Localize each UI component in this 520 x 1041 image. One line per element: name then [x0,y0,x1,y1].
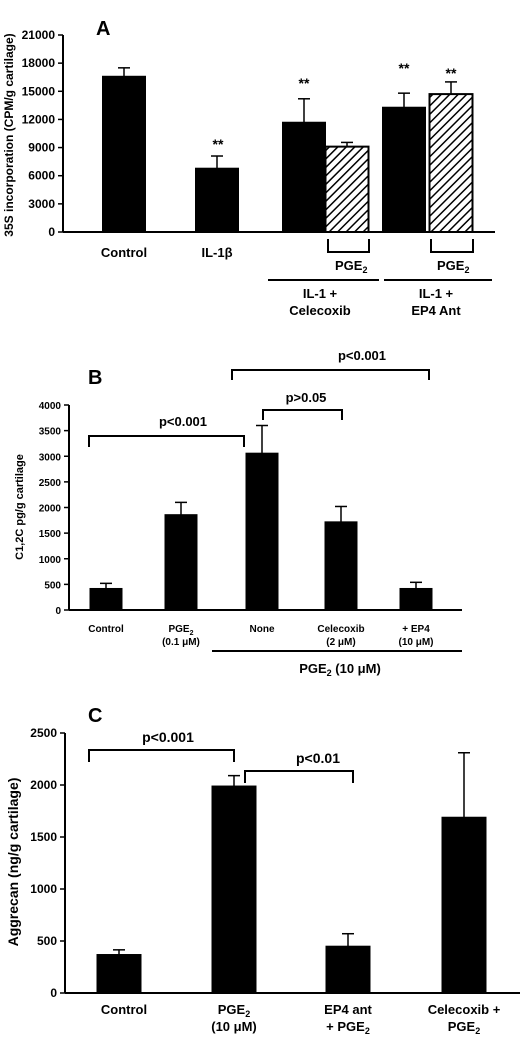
panel-b: B C1,2C pg/g cartilage 0 500 1000 1500 2000 2… [14,348,462,678]
panel-b-cat-pge-low-line1: PGE2 [168,624,193,637]
bar [96,954,142,994]
y-tick-label: 1500 [30,830,57,844]
y-tick-label: 3500 [39,427,62,438]
bar [102,75,146,233]
bar [282,121,326,233]
panel-a-group-celecoxib-line1: IL-1 + [303,286,338,301]
panel-b-cat-control: Control [88,624,124,635]
bar [441,816,487,994]
bar [399,587,433,611]
panel-c-bracket-pge2-ep4 [244,770,354,783]
bar [382,106,426,233]
panel-c-cat-pge2-line1: PGE2 [218,1002,250,1019]
panel-c-letter: C [88,705,102,727]
panel-a-cat-il1b: IL-1β [201,245,232,260]
y-tick-label: 2500 [39,478,62,489]
panel-c-cat-ep4-line1: EP4 ant [324,1002,372,1017]
panel-b-pvalue-none-celecoxib: p>0.05 [286,390,327,405]
panel-c-cat-ep4-line2: + PGE2 [326,1019,370,1036]
panel-b-bars [89,452,433,611]
bar [211,785,257,994]
panel-a-group-ep4-line2: EP4 Ant [411,303,461,318]
y-tick-label: 4000 [39,401,62,412]
panel-a-sig-il1b: ** [213,136,224,152]
y-tick-label: 15000 [22,84,56,98]
panel-b-letter: B [88,367,102,389]
panel-a: A 35S incorporation (CPM/g cartilage) 0 3… [2,18,495,318]
panel-a-pge2-bracket-ep4 [430,239,474,253]
panel-b-cat-celecoxib-line1: Celecoxib [317,624,364,635]
panel-c-pvalue-pge2-ep4: p<0.01 [296,750,340,766]
bar [428,93,474,233]
bar [325,945,371,994]
y-tick-label: 3000 [39,452,62,463]
panel-a-group-ep4-line1: IL-1 + [419,286,454,301]
y-tick-label: 500 [44,580,61,591]
panel-a-y-ticks: 0 3000 6000 9000 12000 15000 18000 21000 [22,28,63,239]
panel-c-cat-celecoxib-line1: Celecoxib + [428,1002,501,1017]
panel-c-cat-control: Control [101,1002,147,1017]
panel-c-cat-pge2-line2: (10 μM) [211,1019,257,1034]
y-tick-label: 2000 [39,504,62,515]
bar [245,452,279,611]
panel-c-ylabel: Aggrecan (ng/g cartilage) [5,778,21,947]
panel-b-bracket-control-none [88,435,245,447]
y-tick-label: 2000 [30,778,57,792]
panel-b-bracket-none-celecoxib [262,409,343,420]
bar [195,167,239,233]
panel-b-group-label: PGE2 (10 μM) [299,661,381,678]
panel-a-sig-ep4: ** [399,60,410,76]
panel-a-sig-ep4-pge2: ** [446,65,457,81]
panel-b-cat-ep4-line1: + EP4 [402,624,430,635]
panel-c-cat-celecoxib-line2: PGE2 [448,1019,480,1036]
y-tick-label: 12000 [22,112,56,126]
y-tick-label: 2500 [30,726,57,740]
panel-b-ylabel: C1,2C pg/g cartilage [14,454,26,560]
panel-a-sig-celecoxib: ** [299,75,310,91]
panel-b-cat-pge-low-line2: (0.1 μM) [162,637,200,648]
panel-a-group-celecoxib-line2: Celecoxib [289,303,350,318]
y-tick-label: 21000 [22,28,56,42]
panel-b-pvalue-none-ep4: p<0.001 [338,348,386,363]
panel-b-cat-ep4-line2: (10 μM) [398,637,433,648]
bar [164,514,198,611]
panel-a-pge2-label-celecoxib: PGE2 [335,258,367,275]
y-tick-label: 0 [48,225,55,239]
y-tick-label: 9000 [28,141,55,155]
bar [89,587,123,611]
y-tick-label: 0 [55,606,61,617]
panel-c-bracket-control-pge2 [88,749,235,762]
panel-a-pge2-bracket-celecoxib [327,239,370,253]
y-tick-label: 3000 [28,197,55,211]
panel-c-bars [96,785,487,994]
y-tick-label: 1000 [30,882,57,896]
panel-c: C Aggrecan (ng/g cartilage) 0 500 1000 1500… [5,705,520,1036]
bar [324,521,358,611]
panel-c-pvalue-control-pge2: p<0.001 [142,729,194,745]
panel-c-error-bars [113,752,470,955]
y-tick-label: 1000 [39,555,62,566]
panel-b-bracket-none-ep4 [231,369,430,380]
y-tick-label: 0 [50,986,57,1000]
y-tick-label: 18000 [22,56,56,70]
y-tick-label: 1500 [39,529,62,540]
panel-b-y-ticks: 0 500 1000 1500 2000 2500 3000 3500 4000 [39,401,69,617]
panel-b-cat-celecoxib-line2: (2 μM) [326,637,355,648]
panel-c-y-ticks: 0 500 1000 1500 2000 2500 [30,726,65,1000]
panel-a-ylabel: 35S incorporation (CPM/g cartilage) [2,33,16,236]
panel-a-bars [102,75,474,233]
panel-b-cat-none: None [250,624,275,635]
y-tick-label: 500 [37,934,57,948]
y-tick-label: 6000 [28,169,55,183]
panel-b-pvalue-control-none: p<0.001 [159,414,207,429]
panel-b-error-bars [100,424,422,589]
panel-a-letter: A [96,18,110,40]
panel-a-pge2-label-ep4: PGE2 [437,258,469,275]
panel-a-cat-control: Control [101,245,147,260]
bar [324,145,370,233]
panel-a-error-bars [118,67,457,169]
